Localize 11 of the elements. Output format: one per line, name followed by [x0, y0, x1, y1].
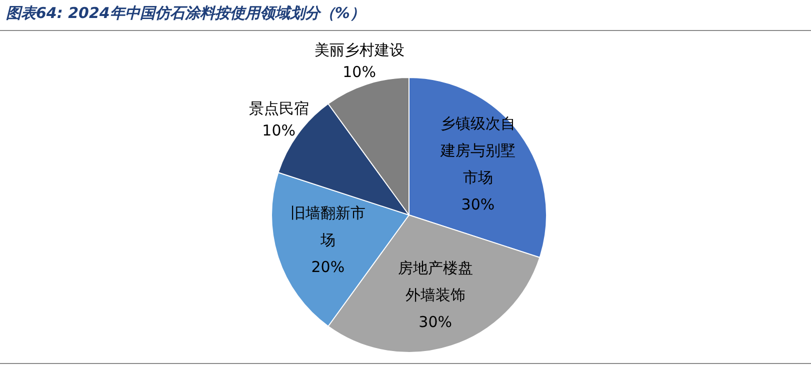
slice-label: 乡镇级次自建房与别墅市场: [439, 114, 516, 186]
data-label: 20%: [311, 258, 345, 276]
slice-label: 旧墙翻新市场: [290, 204, 366, 250]
data-label: 30%: [461, 195, 495, 214]
data-label: 10%: [342, 62, 376, 81]
chart-title: 图表64: 2024年中国仿石涂料按使用领域划分（%）: [6, 4, 365, 23]
slice-label: 美丽乡村建设: [314, 40, 404, 59]
data-label: 30%: [418, 312, 452, 331]
data-label: 10%: [262, 121, 296, 140]
slice-label: 房地产楼盘外墙装饰: [398, 258, 473, 304]
slice-label: 景点民宿: [248, 99, 309, 118]
